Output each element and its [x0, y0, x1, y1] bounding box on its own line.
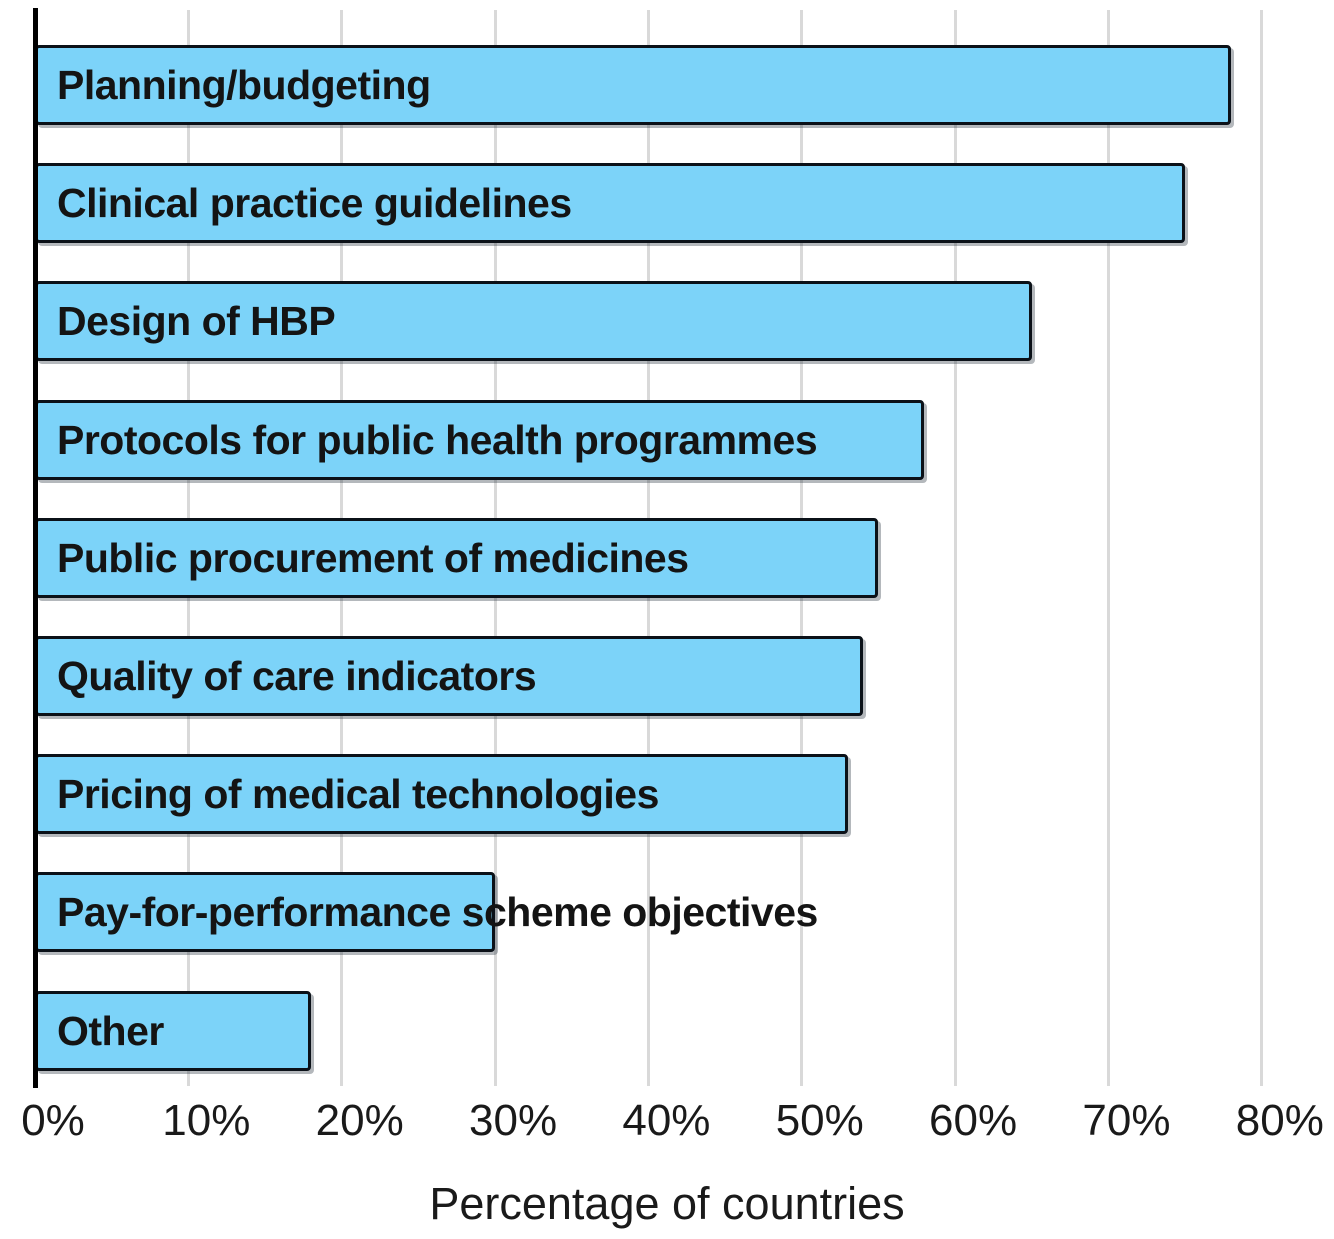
bar-label: Public procurement of medicines	[57, 534, 689, 581]
gridline	[1106, 10, 1110, 1086]
x-tick-label: 80%	[1235, 1096, 1324, 1145]
bar-label: Other	[57, 1007, 164, 1054]
x-tick-label: 70%	[1082, 1096, 1171, 1145]
bar-label: Protocols for public health programmes	[57, 416, 818, 463]
x-tick-label: 30%	[469, 1096, 558, 1145]
bar: Pay-for-performance scheme objectives	[35, 872, 818, 953]
bar: Quality of care indicators	[35, 636, 864, 716]
gridline	[1260, 10, 1264, 1086]
bar-label: Quality of care indicators	[57, 653, 537, 699]
x-tick-label: 10%	[162, 1096, 251, 1145]
bar: Clinical practice guidelines	[35, 163, 1186, 244]
bar-label: Clinical practice guidelines	[57, 180, 572, 227]
bar: Design of HBP	[35, 281, 1032, 362]
bar-label: Pay-for-performance scheme objectives	[57, 889, 818, 936]
x-tick-label: 0%	[21, 1096, 85, 1145]
x-tick-label: 40%	[622, 1096, 711, 1145]
bar: Planning/budgeting	[35, 45, 1232, 125]
bar: Public procurement of medicines	[35, 517, 879, 598]
x-tick-label: 20%	[315, 1096, 404, 1145]
bar-label: Planning/budgeting	[57, 62, 431, 108]
y-axis-line	[33, 8, 38, 1088]
bar-label: Pricing of medical technologies	[57, 771, 659, 818]
bar-label: Design of HBP	[57, 298, 336, 345]
bar: Pricing of medical technologies	[35, 754, 848, 835]
x-tick-label: 60%	[929, 1096, 1018, 1145]
bar: Other	[35, 990, 312, 1071]
x-axis-title: Percentage of countries	[429, 1178, 905, 1229]
x-tick-label: 50%	[775, 1096, 864, 1145]
gridline	[953, 10, 957, 1086]
bar: Protocols for public health programmes	[35, 399, 925, 480]
